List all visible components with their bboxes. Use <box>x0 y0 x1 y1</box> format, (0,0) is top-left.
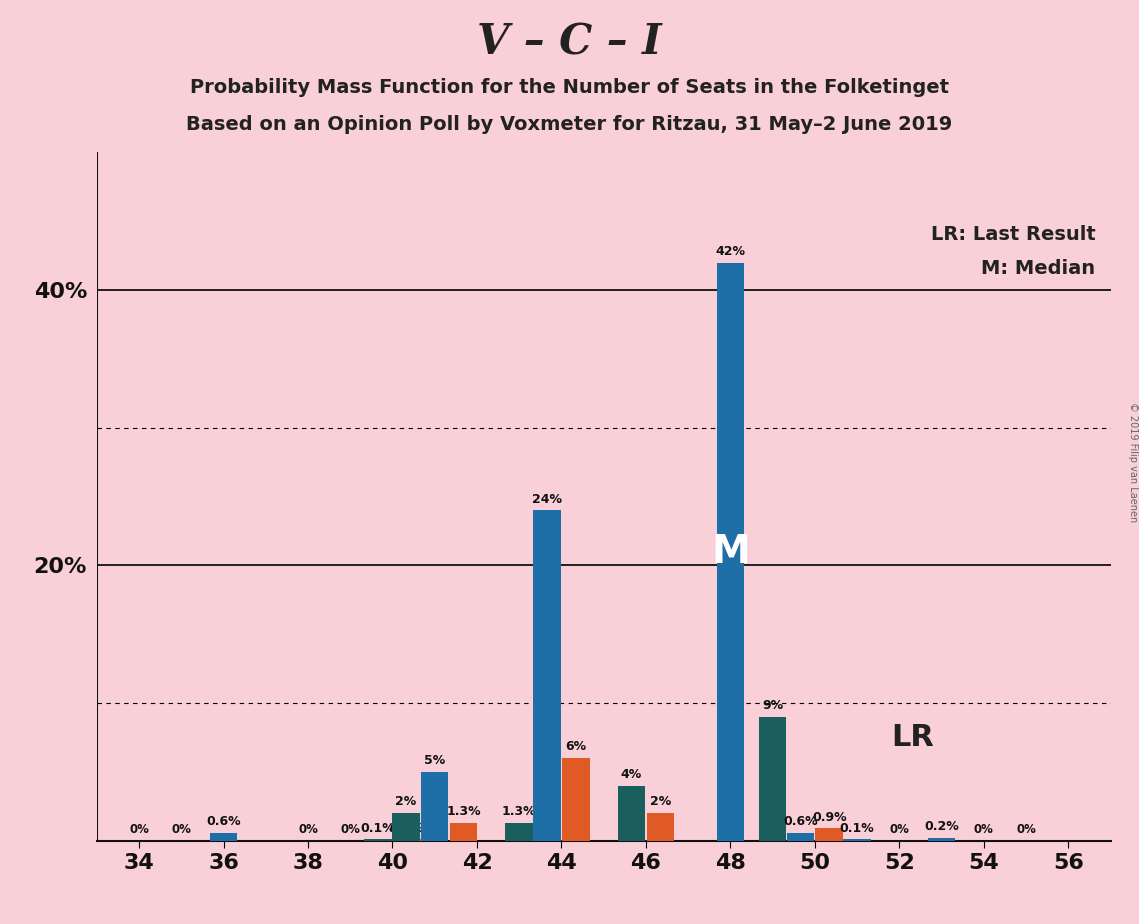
Text: 0%: 0% <box>974 823 993 836</box>
Text: 2%: 2% <box>395 796 417 808</box>
Text: 0%: 0% <box>341 823 360 836</box>
Text: 0.6%: 0.6% <box>206 815 240 828</box>
Text: 0%: 0% <box>129 823 149 836</box>
Text: 0%: 0% <box>890 823 909 836</box>
Bar <box>787 833 814 841</box>
Bar <box>392 813 420 841</box>
Text: Based on an Opinion Poll by Voxmeter for Ritzau, 31 May–2 June 2019: Based on an Opinion Poll by Voxmeter for… <box>187 115 952 134</box>
Bar <box>759 717 786 841</box>
Text: 5%: 5% <box>424 754 445 767</box>
Text: LR: Last Result: LR: Last Result <box>931 225 1096 244</box>
Text: M: M <box>711 533 749 571</box>
Text: 9%: 9% <box>762 699 784 712</box>
Text: Probability Mass Function for the Number of Seats in the Folketinget: Probability Mass Function for the Number… <box>190 78 949 97</box>
Bar <box>533 510 560 841</box>
Text: 0.1%: 0.1% <box>361 821 395 834</box>
Bar <box>562 759 590 841</box>
Text: 0.1%: 0.1% <box>839 821 875 834</box>
Text: M: Median: M: Median <box>981 259 1096 278</box>
Bar <box>450 823 477 841</box>
Text: 2%: 2% <box>649 796 671 808</box>
Bar <box>843 840 871 841</box>
Text: © 2019 Filip van Laenen: © 2019 Filip van Laenen <box>1129 402 1138 522</box>
Bar <box>364 840 392 841</box>
Bar <box>647 813 674 841</box>
Text: 0.6%: 0.6% <box>784 815 818 828</box>
Text: 0%: 0% <box>298 823 318 836</box>
Bar <box>210 833 237 841</box>
Text: 0%: 0% <box>1016 823 1036 836</box>
Text: 1.3%: 1.3% <box>502 805 536 818</box>
Bar <box>506 823 533 841</box>
Bar <box>816 829 843 841</box>
Text: V – C – I: V – C – I <box>477 21 662 63</box>
Bar <box>393 840 420 841</box>
Text: 6%: 6% <box>565 740 587 753</box>
Text: 0%: 0% <box>171 823 191 836</box>
Text: 42%: 42% <box>715 245 745 258</box>
Text: 0.1%: 0.1% <box>390 821 424 834</box>
Text: 0.2%: 0.2% <box>924 821 959 833</box>
Text: 1.3%: 1.3% <box>446 805 481 818</box>
Text: 4%: 4% <box>621 768 642 781</box>
Text: 0.9%: 0.9% <box>812 810 846 823</box>
Bar <box>421 772 449 841</box>
Bar <box>716 262 744 841</box>
Bar <box>928 838 956 841</box>
Text: LR: LR <box>891 723 934 752</box>
Bar <box>617 785 646 841</box>
Text: 24%: 24% <box>532 492 562 505</box>
